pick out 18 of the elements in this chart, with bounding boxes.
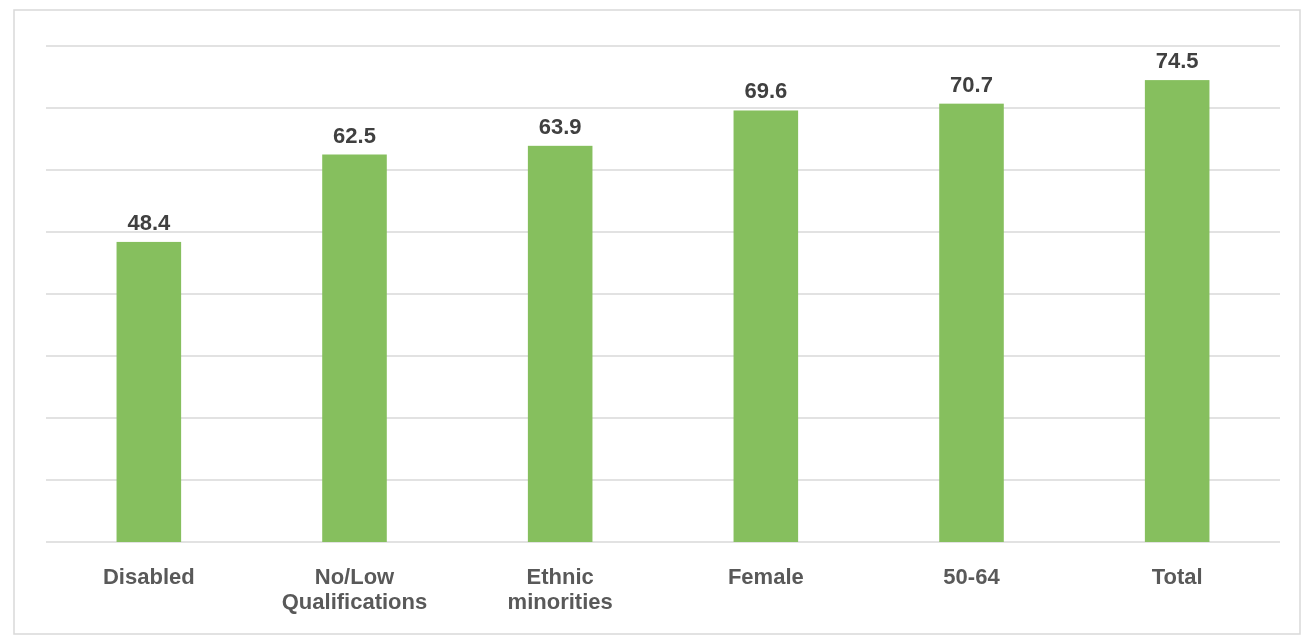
bar	[527, 145, 593, 542]
data-label: 62.5	[333, 122, 376, 148]
data-label: 48.4	[127, 209, 171, 235]
x-tick-label: No/Low Qualifications	[281, 564, 428, 614]
bar	[733, 110, 799, 542]
data-label: 69.6	[744, 78, 788, 104]
x-tick-label: Disabled	[102, 564, 195, 589]
data-label: 70.7	[950, 71, 993, 97]
x-tick-label: Ethnic minorities	[507, 564, 613, 614]
x-tick-label: 50-64	[943, 564, 1001, 589]
bar	[116, 241, 182, 542]
bar	[939, 103, 1004, 542]
data-label: 74.5	[1155, 48, 1199, 74]
x-tick-label: Total	[1151, 564, 1203, 589]
bar	[322, 154, 387, 542]
bar	[1144, 80, 1210, 542]
x-tick-label: Female	[727, 564, 804, 589]
data-label: 63.9	[538, 113, 582, 139]
